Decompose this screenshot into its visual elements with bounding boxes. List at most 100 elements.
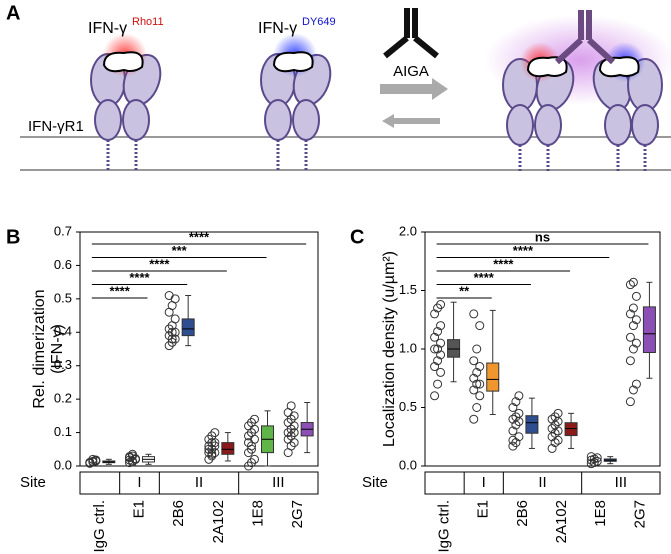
- site-label: Site: [362, 474, 388, 491]
- panel-label: C: [350, 226, 364, 248]
- data-point: [207, 438, 217, 448]
- data-point: [164, 324, 174, 334]
- data-point: [167, 334, 177, 344]
- data-point: [289, 428, 299, 438]
- data-point: [433, 356, 443, 366]
- site-group-label: I: [482, 474, 486, 491]
- data-point: [430, 309, 440, 319]
- data-point: [475, 391, 485, 401]
- receptor-complex: [90, 33, 162, 172]
- y-tick-label: 2.0: [399, 223, 417, 238]
- box: [525, 415, 539, 434]
- data-point: [250, 414, 259, 424]
- ligand-tag: Rho11: [132, 16, 164, 28]
- data-point: [553, 426, 563, 436]
- arrow: [380, 78, 448, 100]
- data-point: [430, 391, 440, 401]
- site-group-label: I: [137, 474, 141, 491]
- data-point: [164, 291, 174, 301]
- data-point: [469, 385, 479, 395]
- antibody-label: AIGA: [393, 63, 429, 80]
- data-point: [430, 344, 440, 354]
- significance-label: ****: [513, 243, 534, 258]
- y-tick-label: 1.0: [399, 340, 417, 355]
- plot-frame: [424, 231, 661, 467]
- data-point: [592, 453, 602, 463]
- y-axis-label: Rel. dimerization: [31, 289, 48, 408]
- schematic: A IFN-γR1 IFN-γ Rho11 IFN-γ DY649 AIGA: [6, 2, 671, 173]
- data-point: [283, 428, 293, 438]
- box: [447, 339, 461, 358]
- data-point: [625, 280, 635, 290]
- site-group-label: II: [195, 474, 203, 491]
- data-point: [170, 294, 180, 304]
- site-row: [424, 471, 661, 495]
- y-tick-label: 0.5: [399, 399, 417, 414]
- significance-label: ****: [129, 270, 150, 285]
- category-label: 1E8: [592, 500, 609, 527]
- y-axis-label: Localization density (u/µm²): [381, 251, 398, 447]
- data-point: [472, 379, 482, 389]
- ligand-name: IFN-γ: [88, 20, 127, 37]
- arrow: [382, 114, 440, 128]
- data-point: [204, 434, 214, 444]
- data-point: [207, 449, 217, 459]
- data-point: [628, 303, 638, 313]
- data-point: [244, 421, 253, 431]
- data-point: [286, 401, 296, 411]
- data-point: [436, 367, 446, 377]
- box: [181, 318, 195, 337]
- y-tick-label: 0.0: [399, 457, 417, 472]
- panel-label: A: [6, 2, 20, 24]
- box: [486, 362, 500, 392]
- data-point: [508, 426, 518, 436]
- data-point: [472, 403, 482, 412]
- category-label: IgG ctrl.: [91, 500, 108, 553]
- receptor-label: IFN-γR1: [28, 118, 84, 135]
- significance-label: ****: [189, 229, 210, 244]
- data-point: [210, 441, 220, 451]
- data-point: [508, 435, 518, 445]
- data-point: [586, 452, 596, 462]
- significance-label: ****: [149, 256, 170, 271]
- data-point: [631, 379, 641, 389]
- data-point: [433, 344, 443, 354]
- y-tick-label: 0.3: [54, 357, 72, 372]
- data-point: [631, 338, 641, 348]
- category-label: 2A102: [553, 500, 570, 543]
- category-label: E1: [130, 500, 147, 518]
- site-group-label: III: [615, 474, 628, 491]
- data-point: [469, 414, 479, 424]
- box: [564, 422, 578, 437]
- data-point: [433, 379, 443, 389]
- y-tick-label: 0.5: [54, 290, 72, 305]
- category-label: 2G7: [289, 500, 306, 528]
- ligand-name: IFN-γ: [258, 20, 297, 37]
- data-point: [125, 452, 134, 462]
- y-axis-label: (IFN-γ): [49, 324, 66, 374]
- data-point: [628, 277, 638, 287]
- data-point: [625, 356, 635, 366]
- data-point: [247, 458, 256, 468]
- data-point: [631, 291, 641, 301]
- data-point: [631, 315, 641, 325]
- data-point: [436, 321, 446, 331]
- category-label: IgG ctrl.: [436, 500, 453, 553]
- data-point: [244, 431, 253, 441]
- data-point: [625, 332, 635, 342]
- data-point: [508, 414, 518, 424]
- site-group-label: III: [272, 474, 285, 491]
- category-label: 2A102: [210, 500, 227, 543]
- data-point: [628, 321, 638, 331]
- data-point: [91, 456, 101, 466]
- data-point: [547, 414, 557, 424]
- y-tick-label: 0.6: [54, 257, 72, 272]
- box: [642, 306, 656, 354]
- y-tick-label: 0.4: [54, 324, 72, 339]
- data-point: [469, 373, 479, 383]
- data-point: [436, 350, 446, 360]
- y-tick-label: 0.2: [54, 391, 72, 406]
- site-row: [79, 471, 319, 495]
- category-label: E1: [475, 500, 492, 518]
